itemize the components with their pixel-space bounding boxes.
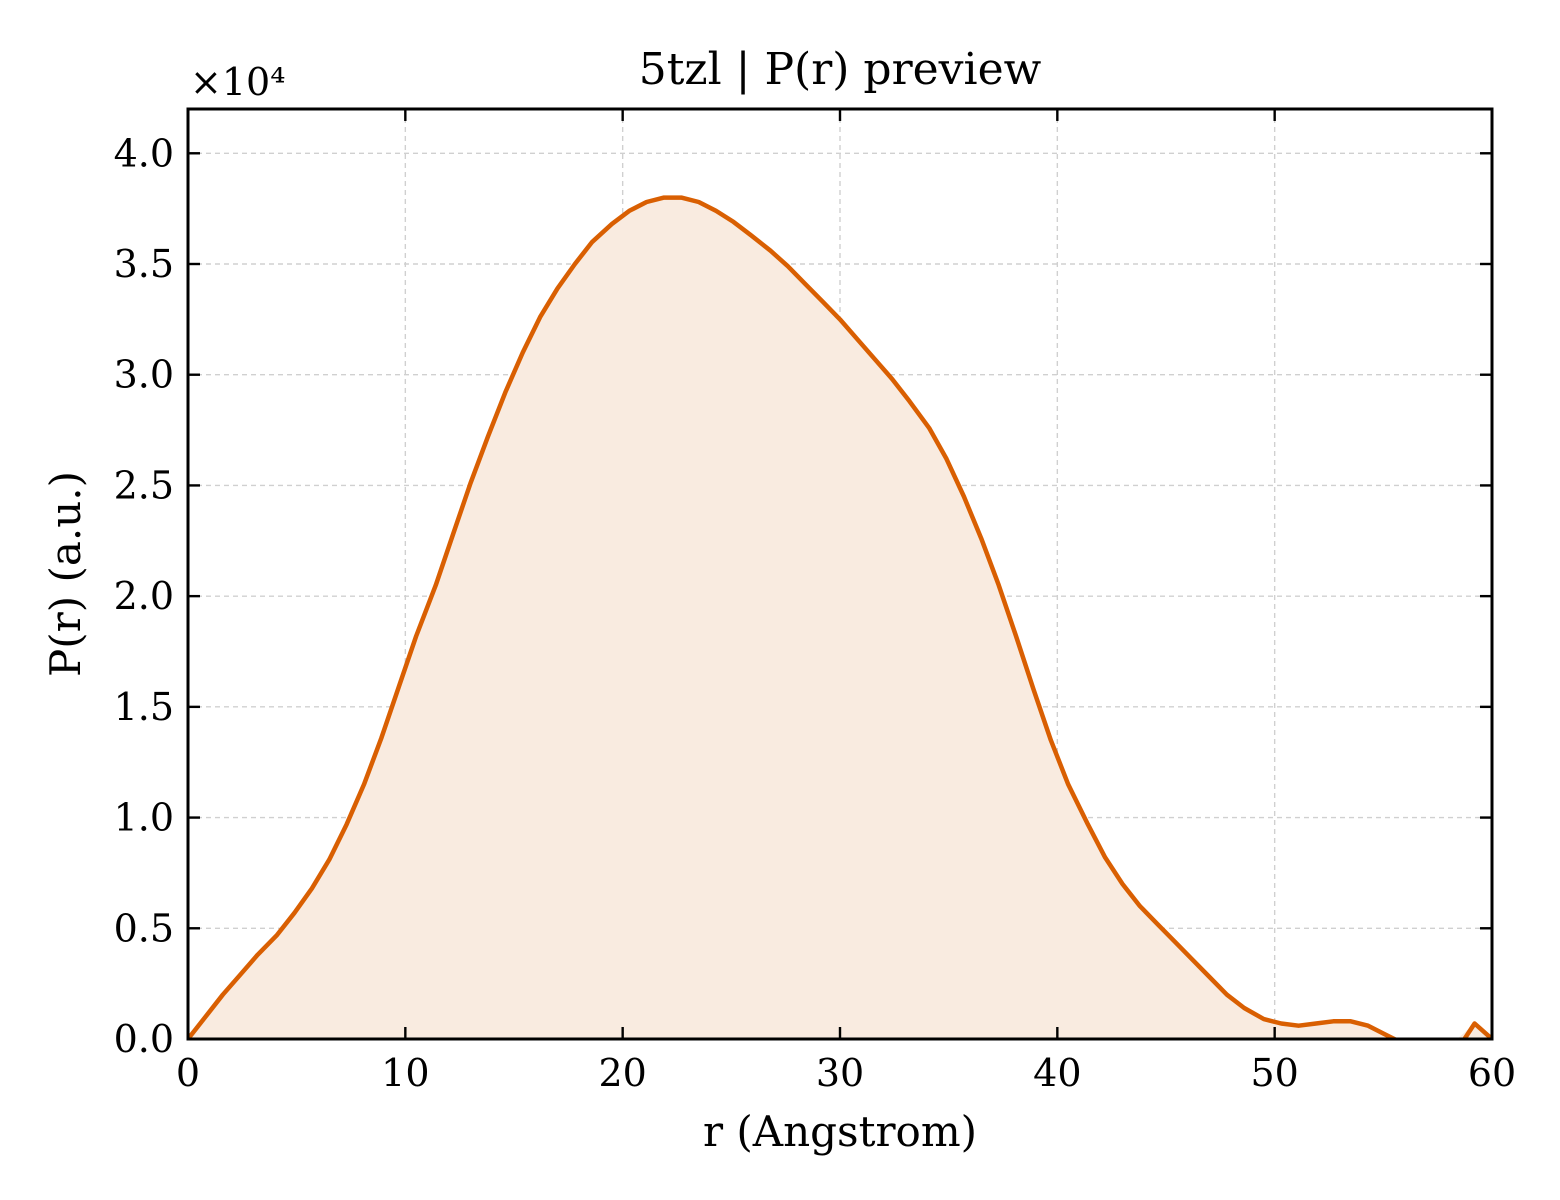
y-tick-label: 0.0 xyxy=(114,1017,174,1061)
plot-area xyxy=(188,195,1492,1039)
y-axis-title: P(r) (a.u.) xyxy=(41,471,90,677)
x-tick-label: 20 xyxy=(598,1051,646,1095)
y-tick-label: 3.0 xyxy=(114,353,174,397)
x-tick-label: 40 xyxy=(1033,1051,1081,1095)
x-tick-label: 0 xyxy=(176,1051,200,1095)
y-tick-label: 1.5 xyxy=(114,685,174,729)
series-line xyxy=(188,195,1492,1039)
ticks xyxy=(186,109,1494,1041)
x-axis-title: r (Angstrom) xyxy=(703,1107,977,1156)
y-tick-labels: 0.0 0.5 1.0 1.5 2.0 2.5 3.0 3.5 4.0 xyxy=(114,131,174,1061)
y-multiplier-label: ×10⁴ xyxy=(190,60,285,104)
x-tick-label: 10 xyxy=(381,1051,429,1095)
x-tick-label: 30 xyxy=(816,1051,864,1095)
y-tick-label: 1.0 xyxy=(114,796,174,840)
x-tick-label: 60 xyxy=(1468,1051,1516,1095)
y-tick-label: 2.5 xyxy=(114,463,174,507)
y-tick-label: 3.5 xyxy=(114,242,174,286)
y-tick-label: 4.0 xyxy=(114,131,174,175)
area-fill xyxy=(188,197,1492,1039)
chart-title: 5tzl | P(r) preview xyxy=(639,44,1042,95)
x-tick-label: 50 xyxy=(1250,1051,1298,1095)
y-tick-label: 2.0 xyxy=(114,574,174,618)
y-tick-label: 0.5 xyxy=(114,906,174,950)
x-tick-labels: 0 10 20 30 40 50 60 xyxy=(176,1051,1516,1095)
